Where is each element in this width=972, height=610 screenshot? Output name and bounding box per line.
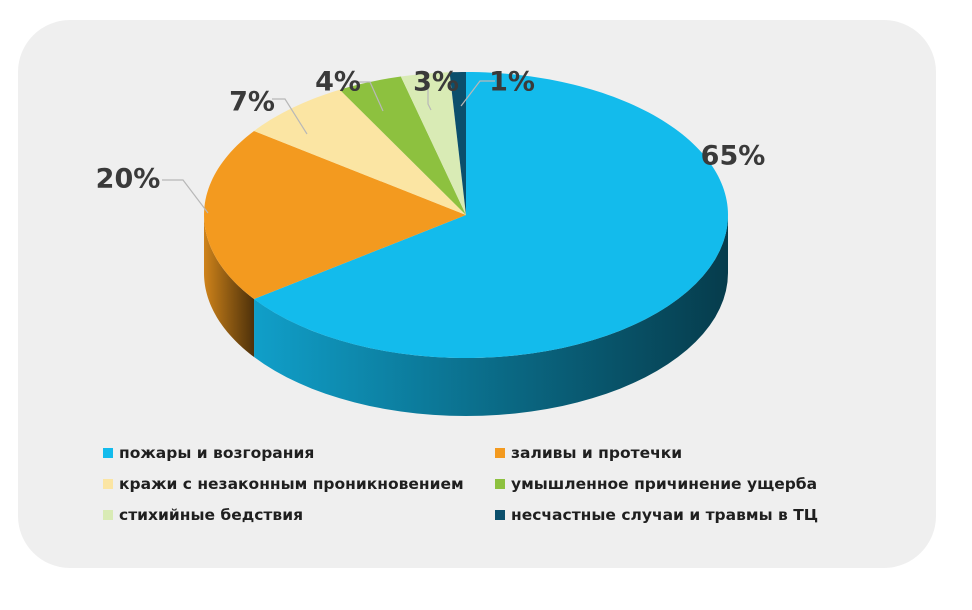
value-label-2: 7% [229,87,275,118]
leader-line-5 [460,80,495,107]
legend-label: умышленное причинение ущерба [511,475,818,493]
value-label-4: 3% [413,67,459,98]
legend-item-floods: заливы и протечки [495,444,682,462]
pie-slice-0 [254,72,729,358]
pie-slice-3 [339,76,466,216]
legend-label: несчастные случаи и травмы в ТЦ [511,506,819,524]
legend-item-vandalism: умышленное причинение ущерба [495,475,817,493]
legend-swatch [495,479,505,489]
legend-label: стихийные бедствия [119,506,304,524]
pie-slice-1 [204,130,466,300]
pie-slice-5 [449,72,466,215]
leader-line-2 [272,98,308,135]
value-labels-group: 65% 20% 7% 4% 3% 1% [96,67,766,214]
legend-item-theft: кражи с незаконным проникновением [103,475,464,493]
value-label-5: 1% [489,67,535,98]
pie-slice-4 [400,72,466,215]
legend-item-accidents: несчастные случаи и травмы в ТЦ [495,506,818,524]
pie-slices-group [204,72,729,416]
legend-label: пожары и возгорания [119,444,315,462]
pie-side-1 [204,215,255,358]
pie-side-0 [254,215,729,416]
legend-swatch [495,510,505,520]
legend-swatch [103,510,113,520]
legend-label: кражи с незаконным проникновением [119,475,464,493]
legend-swatch [495,448,505,458]
legend-item-natural-disasters: стихийные бедствия [103,506,303,524]
legend-swatch [103,448,113,458]
value-label-1: 20% [96,164,161,195]
legend-label: заливы и протечки [511,444,683,462]
value-label-0: 65% [701,141,766,172]
leader-line-4 [427,88,432,111]
legend-item-fires: пожары и возгорания [103,444,314,462]
legend-swatch [103,479,113,489]
value-label-3: 4% [315,67,361,98]
leader-line-1 [162,179,209,214]
leader-line-3 [356,81,384,112]
pie-slice-2 [254,89,466,215]
